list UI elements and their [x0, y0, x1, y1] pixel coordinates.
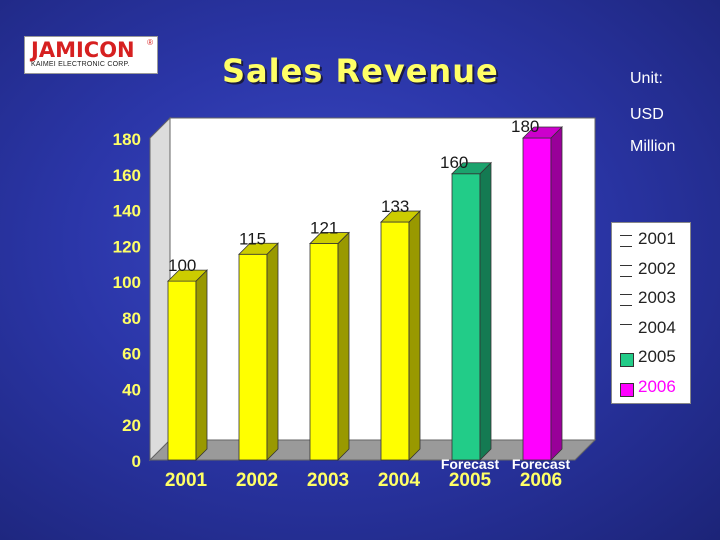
forecast-annotation: Forecast	[512, 456, 571, 472]
legend-item: 2003	[620, 288, 690, 312]
y-tick-label: 80	[122, 309, 141, 328]
data-label: 133	[381, 197, 409, 216]
legend-label: 2005	[638, 347, 676, 366]
data-label: 100	[168, 256, 196, 275]
legend-item: 2002	[620, 259, 690, 283]
x-tick-label: 2001	[165, 470, 208, 491]
bar	[451, 173, 481, 461]
unit-label: Unit:	[630, 70, 663, 87]
bar-top	[380, 210, 421, 223]
legend-item: 2005	[620, 347, 690, 371]
bar-top	[309, 232, 350, 244]
registered-mark: ®	[147, 38, 153, 47]
bar-side	[550, 126, 563, 461]
legend-swatch	[620, 294, 632, 306]
bar-side	[479, 161, 492, 461]
y-tick-label: 60	[122, 345, 141, 364]
y-tick-label: 20	[122, 416, 141, 435]
x-tick-label: 2003	[307, 470, 349, 491]
bar-top	[451, 162, 492, 175]
bar-side	[337, 231, 350, 461]
legend-label: 2004	[638, 317, 676, 337]
legend-label: 2002	[638, 258, 676, 278]
legend-swatch	[620, 323, 632, 335]
legend-item: 2006	[620, 377, 690, 401]
bar-side	[195, 269, 208, 461]
unit-scale: Million	[630, 138, 676, 155]
chart-title: Sales Revenue	[222, 52, 499, 90]
logo-subtitle: KAIMEI ELECTRONIC CORP.	[31, 61, 130, 68]
y-tick-label: 40	[122, 380, 141, 399]
data-label: 160	[440, 153, 468, 172]
bar-top	[238, 242, 279, 255]
bar	[167, 280, 197, 461]
y-tick-label: 100	[113, 273, 141, 292]
company-logo: JAMICON ® KAIMEI ELECTRONIC CORP.	[24, 36, 158, 74]
forecast-annotation: Forecast	[441, 456, 500, 472]
bar	[522, 137, 552, 461]
x-tick-label: 2002	[236, 470, 278, 491]
x-tick-label: 2004	[378, 470, 421, 491]
data-label: 115	[239, 229, 266, 248]
x-tick-label: 2006	[520, 470, 562, 491]
bar-top	[167, 269, 208, 282]
unit-currency: USD	[630, 106, 664, 123]
bar-side	[266, 242, 279, 461]
y-tick-label: 0	[132, 452, 141, 471]
bar-side	[408, 210, 421, 461]
logo-wordmark: JAMICON	[31, 38, 135, 62]
bar	[238, 253, 268, 461]
legend-swatch	[620, 382, 634, 397]
bar-top	[522, 126, 563, 139]
legend-label: 2003	[638, 288, 676, 307]
y-tick-label: 180	[113, 130, 141, 149]
legend-swatch	[620, 264, 632, 277]
legend-item: 2004	[620, 318, 690, 342]
chart-legend: 2001 2002 2003 2004 2005 2006	[611, 222, 691, 404]
y-tick-label: 140	[113, 202, 141, 221]
data-label: 121	[310, 219, 338, 238]
y-tick-label: 120	[113, 237, 141, 256]
bar	[309, 243, 339, 461]
legend-swatch	[620, 235, 632, 247]
plot-side-wall	[149, 116, 171, 462]
legend-swatch	[620, 353, 634, 367]
bar	[380, 221, 410, 461]
legend-label: 2001	[638, 229, 676, 248]
data-label: 180	[511, 117, 539, 136]
legend-item: 2001	[620, 229, 690, 253]
legend-label: 2006	[638, 376, 676, 396]
y-tick-label: 160	[113, 166, 141, 185]
x-tick-label: 2005	[449, 470, 492, 491]
